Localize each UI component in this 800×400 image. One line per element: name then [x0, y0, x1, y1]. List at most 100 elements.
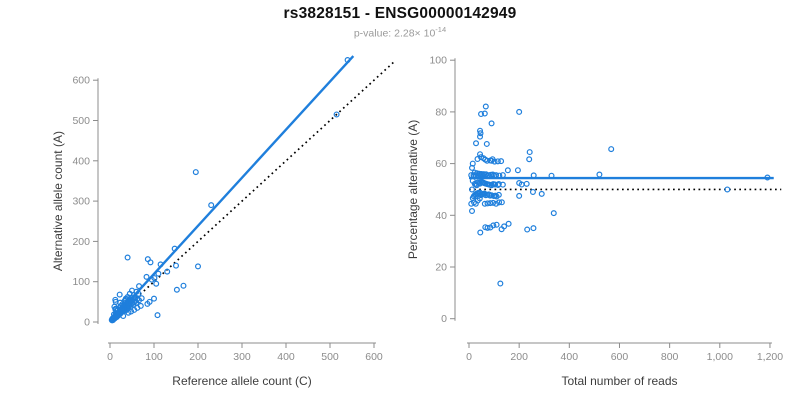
- y-tick-label: 0: [441, 313, 447, 325]
- data-point: [497, 280, 504, 287]
- data-point: [469, 207, 476, 214]
- data-point: [493, 200, 500, 207]
- y-tick-label: 20: [435, 262, 447, 274]
- x-axis-title: Reference allele count (C): [172, 374, 311, 388]
- data-point: [474, 156, 481, 163]
- data-point: [548, 172, 555, 179]
- figure-title: rs3828151 - ENSG00000142949: [283, 5, 517, 22]
- data-point: [477, 151, 484, 158]
- data-point: [477, 229, 484, 236]
- data-point: [491, 181, 498, 188]
- data-point: [608, 146, 615, 153]
- data-point: [477, 127, 484, 134]
- data-point: [116, 291, 123, 298]
- data-point: [151, 275, 158, 282]
- data-point: [155, 270, 162, 277]
- data-point: [504, 167, 511, 174]
- data-point: [496, 199, 503, 206]
- data-point: [473, 140, 480, 147]
- y-tick-label: 100: [72, 276, 90, 288]
- data-point: [144, 300, 151, 307]
- y-tick-label: 0: [84, 317, 90, 329]
- data-point: [724, 186, 731, 193]
- x-tick-label: 200: [510, 351, 528, 363]
- identity-reference-line: [109, 60, 396, 323]
- data-point: [493, 221, 500, 228]
- pvalue-subtitle: p-value: 2.28× 10-14: [0, 25, 800, 40]
- data-point: [344, 57, 351, 64]
- data-point: [484, 200, 491, 207]
- data-point: [469, 186, 476, 193]
- y-axis-title: Percentage alternative (A): [406, 120, 420, 259]
- pvalue-exponent: -14: [435, 25, 447, 34]
- data-point: [490, 222, 497, 229]
- data-point: [135, 290, 142, 297]
- y-tick-label: 80: [435, 106, 447, 118]
- data-point: [505, 220, 512, 227]
- data-point: [529, 188, 536, 195]
- data-point: [482, 156, 489, 163]
- data-point: [530, 225, 537, 232]
- data-point: [478, 111, 485, 118]
- x-tick-label: 0: [107, 351, 113, 363]
- data-point: [498, 226, 505, 233]
- panel-allele-counts: 0 100 200 300 400 500 600 0 100 200 300 400 500 600 Re…: [51, 55, 396, 388]
- x-tick-label: 800: [661, 351, 679, 363]
- y-tick-label: 60: [435, 158, 447, 170]
- data-point: [157, 261, 164, 268]
- x-tick-label: 600: [365, 351, 383, 363]
- data-point: [484, 224, 491, 231]
- data-point: [516, 192, 523, 199]
- x-tick-label: 500: [321, 351, 339, 363]
- data-point: [136, 283, 143, 290]
- data-point: [110, 316, 117, 323]
- x-tick-label: 200: [189, 351, 207, 363]
- data-point: [173, 262, 180, 269]
- x-tick-label: 1,200: [757, 351, 783, 363]
- data-point: [498, 199, 505, 206]
- y-tick-label: 200: [72, 236, 90, 248]
- data-point: [469, 160, 476, 167]
- figure-header: rs3828151 - ENSG00000142949 p-value: 2.2…: [0, 5, 800, 40]
- x-tick-label: 400: [561, 351, 579, 363]
- y-tick-label: 500: [72, 115, 90, 127]
- data-point: [129, 287, 136, 294]
- data-point: [333, 111, 340, 118]
- x-tick-label: 0: [466, 351, 472, 363]
- data-point: [483, 140, 490, 147]
- data-point: [495, 191, 502, 198]
- data-point: [173, 286, 180, 293]
- y-tick-label: 100: [429, 55, 447, 67]
- data-point: [164, 268, 171, 275]
- data-point: [523, 180, 530, 187]
- data-point: [171, 245, 178, 252]
- data-point: [538, 190, 545, 197]
- data-point: [530, 172, 537, 179]
- data-point: [489, 156, 496, 163]
- data-point: [208, 202, 215, 209]
- y-tick-label: 600: [72, 75, 90, 87]
- data-point: [550, 210, 557, 217]
- data-point: [477, 130, 484, 137]
- data-point: [526, 149, 533, 156]
- panel-percentage-vs-coverage: 0 20 40 60 80 100 0 200 400 600 800 1,000 1,200 Total…: [406, 55, 783, 388]
- data-point: [137, 302, 144, 309]
- data-point: [195, 263, 202, 270]
- data-point: [482, 103, 489, 110]
- pvalue-prefix: p-value:: [353, 27, 395, 40]
- x-tick-label: 100: [145, 351, 163, 363]
- data-point: [490, 199, 497, 206]
- data-point: [498, 158, 505, 165]
- data-point: [487, 200, 494, 207]
- data-point: [524, 226, 531, 233]
- x-tick-label: 600: [611, 351, 629, 363]
- data-point: [499, 181, 506, 188]
- fit-trend-line: [109, 55, 355, 323]
- y-tick-label: 40: [435, 210, 447, 222]
- pvalue-base: 2.28× 10: [394, 27, 436, 40]
- data-point: [124, 254, 131, 261]
- data-point: [117, 302, 124, 309]
- data-point: [147, 259, 154, 266]
- data-point: [136, 297, 143, 304]
